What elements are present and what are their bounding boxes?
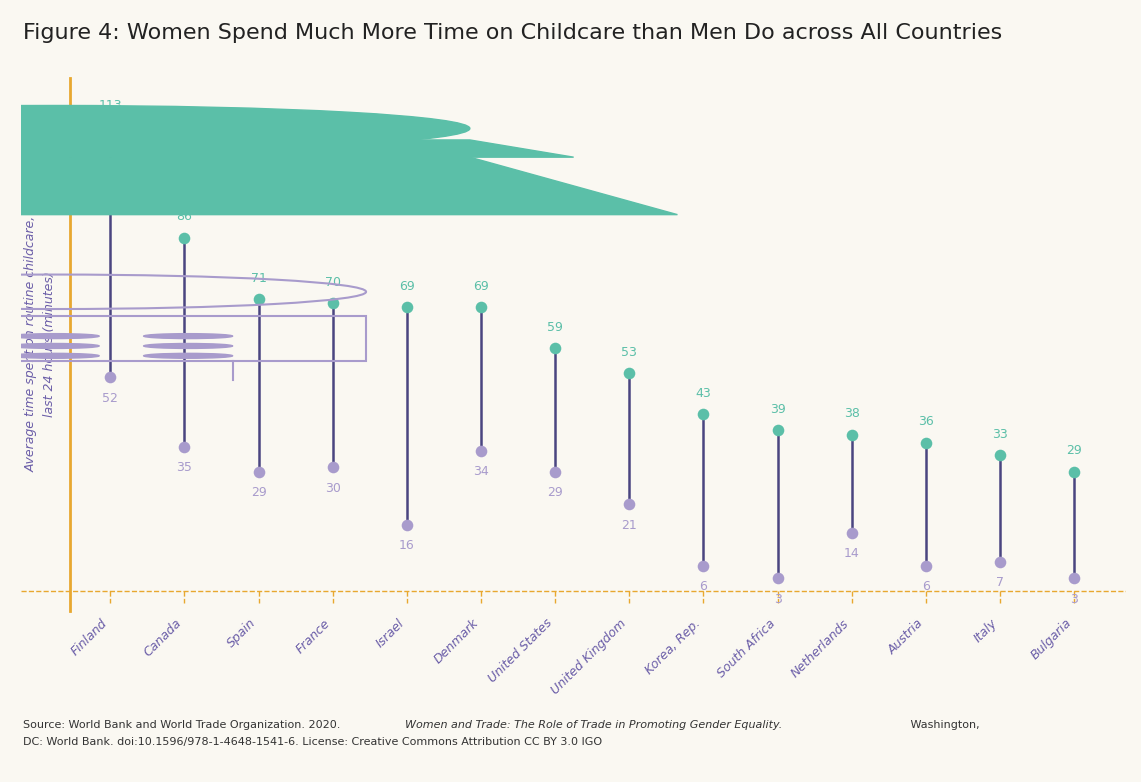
Circle shape xyxy=(10,334,99,339)
Text: 29: 29 xyxy=(251,486,267,499)
Point xyxy=(102,371,120,383)
Circle shape xyxy=(144,334,233,339)
Point xyxy=(398,301,416,314)
Circle shape xyxy=(10,343,99,349)
Circle shape xyxy=(144,353,233,358)
Point xyxy=(176,231,194,244)
Point xyxy=(916,560,934,572)
Text: 43: 43 xyxy=(696,387,711,400)
Circle shape xyxy=(10,353,99,358)
Point xyxy=(250,293,268,306)
Circle shape xyxy=(0,106,470,152)
Point xyxy=(842,429,860,441)
Text: 59: 59 xyxy=(548,321,563,334)
Text: 6: 6 xyxy=(699,580,707,594)
Point xyxy=(324,461,342,474)
Circle shape xyxy=(144,343,233,349)
Text: 39: 39 xyxy=(770,404,785,416)
Point xyxy=(102,120,120,133)
Point xyxy=(1065,465,1083,478)
Text: 52: 52 xyxy=(103,392,119,404)
Text: 14: 14 xyxy=(844,547,859,561)
Point xyxy=(768,572,786,584)
Text: 70: 70 xyxy=(325,276,341,289)
Text: 71: 71 xyxy=(251,272,267,285)
Text: 33: 33 xyxy=(992,428,1008,441)
Text: 6: 6 xyxy=(922,580,930,594)
Text: 3: 3 xyxy=(774,593,782,605)
Text: 16: 16 xyxy=(399,540,414,552)
Text: Women and Trade: The Role of Trade in Promoting Gender Equality.: Women and Trade: The Role of Trade in Pr… xyxy=(405,719,783,730)
Text: 34: 34 xyxy=(474,465,488,479)
Text: 38: 38 xyxy=(843,407,859,420)
Text: 29: 29 xyxy=(548,486,563,499)
Point xyxy=(1065,572,1083,584)
Polygon shape xyxy=(0,157,678,214)
Point xyxy=(472,445,491,457)
Text: 29: 29 xyxy=(1066,444,1082,457)
Polygon shape xyxy=(0,140,574,157)
Point xyxy=(324,297,342,310)
Point xyxy=(990,555,1009,568)
Point xyxy=(694,560,712,572)
Point xyxy=(250,465,268,478)
Text: 53: 53 xyxy=(622,346,637,359)
Text: Source: World Bank and World Trade Organization. 2020.: Source: World Bank and World Trade Organ… xyxy=(23,719,343,730)
Text: 86: 86 xyxy=(177,210,193,223)
Text: 35: 35 xyxy=(177,461,193,474)
Text: 113: 113 xyxy=(98,99,122,113)
Text: DC: World Bank. doi:10.1596/978-1-4648-1541-6. License: Creative Commons Attribu: DC: World Bank. doi:10.1596/978-1-4648-1… xyxy=(23,737,602,747)
Text: Figure 4: Women Spend Much More Time on Childcare than Men Do across All Countri: Figure 4: Women Spend Much More Time on … xyxy=(23,23,1002,44)
Point xyxy=(621,498,639,511)
Point xyxy=(916,436,934,449)
Text: 7: 7 xyxy=(996,576,1004,589)
Text: 3: 3 xyxy=(1070,593,1078,605)
Point xyxy=(621,367,639,379)
Point xyxy=(547,465,565,478)
Text: 30: 30 xyxy=(325,482,341,495)
Text: 21: 21 xyxy=(622,518,637,532)
Point xyxy=(990,449,1009,461)
Text: 36: 36 xyxy=(919,415,933,429)
Point xyxy=(398,518,416,531)
Text: Washington,: Washington, xyxy=(907,719,980,730)
Point xyxy=(842,527,860,540)
Point xyxy=(547,343,565,355)
Point xyxy=(472,301,491,314)
Y-axis label: Average time spent on routine childcare,
last 24 hours (minutes): Average time spent on routine childcare,… xyxy=(25,216,56,472)
Point xyxy=(176,441,194,454)
Point xyxy=(768,425,786,437)
Point xyxy=(694,408,712,421)
Text: 69: 69 xyxy=(399,280,414,293)
Text: 69: 69 xyxy=(474,280,488,293)
